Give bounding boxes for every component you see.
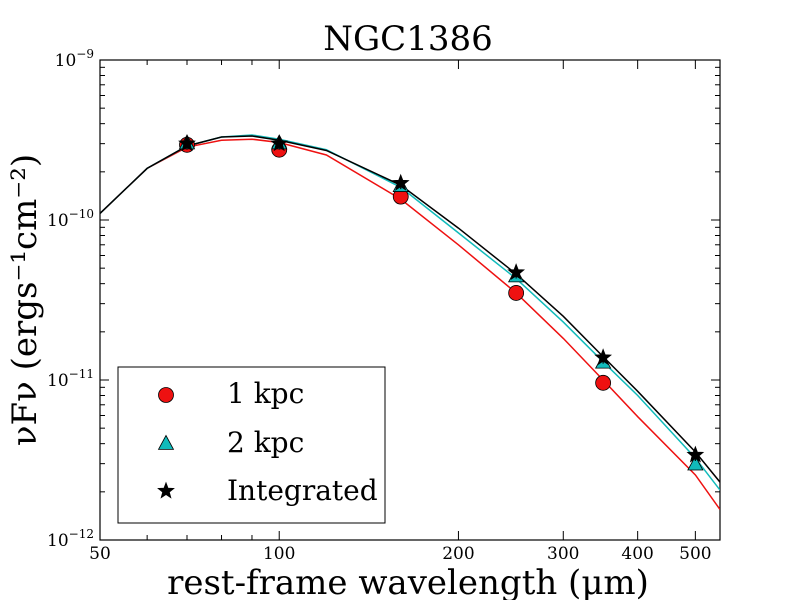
legend-label-1kpc: 1 kpc <box>227 377 304 410</box>
data-points <box>178 134 705 471</box>
data-point-circle <box>508 285 525 301</box>
y-tick-label: 10−9 <box>55 47 94 71</box>
chart-title: NGC1386 <box>323 19 492 59</box>
x-tick-label: 400 <box>621 544 653 564</box>
y-tick-label: 10−11 <box>47 367 94 391</box>
y-axis-label: νFν (ergs⁻¹cm⁻²) <box>5 154 45 446</box>
x-axis-label: rest-frame wavelength (μm) <box>167 563 649 600</box>
x-tick-label: 50 <box>89 544 111 564</box>
data-point-star <box>507 263 526 280</box>
legend-markers <box>157 387 175 499</box>
data-point-circle <box>595 374 612 391</box>
x-tick-label: 200 <box>442 544 474 564</box>
x-tick-label: 500 <box>679 544 711 564</box>
legend-label-integrated: Integrated <box>227 474 378 507</box>
data-point-star <box>270 134 289 152</box>
plot-frame <box>99 59 721 541</box>
legend-marker-circle <box>158 387 174 403</box>
axis-ticks: 50 100 200 300 400 500 10−12 10−11 10−10 10−9 <box>47 47 720 564</box>
x-tick-label: 300 <box>547 544 579 564</box>
legend: 1 kpc 2 kpc Integrated <box>117 366 386 524</box>
y-tick-label: 10−12 <box>47 527 94 551</box>
data-point-star <box>594 348 613 366</box>
data-point-star <box>178 134 196 152</box>
data-point-star <box>391 173 410 191</box>
data-point-star <box>686 445 705 463</box>
x-tick-label: 100 <box>263 544 295 564</box>
legend-marker-star <box>157 481 175 499</box>
y-tick-label: 10−10 <box>47 207 94 231</box>
legend-marker-triangle <box>157 434 175 450</box>
data-point-triangle <box>687 455 704 471</box>
legend-label-2kpc: 2 kpc <box>227 426 304 459</box>
